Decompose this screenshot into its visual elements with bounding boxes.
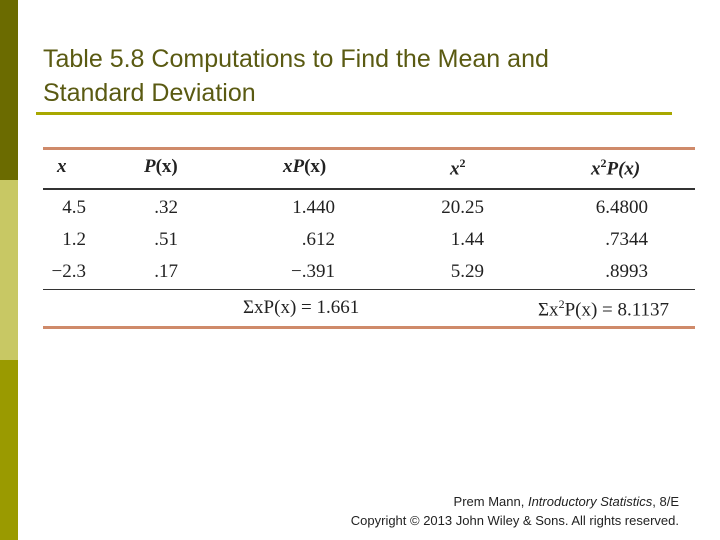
row-2-x: 1.2 <box>62 229 86 250</box>
computation-table: x P(x) xP(x) x2 x2P(x) 4.5 .32 1.440 20.… <box>43 147 695 330</box>
row-3-x-squared: 5.29 <box>450 261 484 282</box>
sum-xpx-label: ΣxP(x) = <box>243 297 317 318</box>
header-xpx: xP(x) <box>283 156 327 177</box>
row-1-px: .32 <box>154 197 178 218</box>
row-1-x-squared-px: 6.4800 <box>595 197 648 218</box>
sum-x-squared-px-value: 8.1137 <box>617 299 670 321</box>
footer-citation: Prem Mann, Introductory Statistics, 8/E <box>453 494 679 509</box>
table-bottom-rule <box>43 326 695 329</box>
row-2-px: .51 <box>154 229 178 250</box>
row-1-x-squared: 20.25 <box>441 197 484 218</box>
sum-xpx: ΣxP(x) = 1.661 <box>243 297 359 319</box>
table-sum-rule <box>43 289 695 290</box>
header-px: P(x) <box>144 156 178 177</box>
row-1-xpx: 1.440 <box>292 197 335 218</box>
header-x: x <box>57 156 67 177</box>
row-3-xpx: −.391 <box>291 261 335 282</box>
slide-title: Table 5.8 Computations to Find the Mean … <box>43 42 663 110</box>
sidebar-decoration <box>0 0 18 540</box>
sidebar-band-top <box>0 0 18 180</box>
row-3-px: .17 <box>154 261 178 282</box>
table-top-rule <box>43 147 695 150</box>
row-3-x-squared-px: .8993 <box>605 261 648 282</box>
row-2-x-squared-px: .7344 <box>605 229 648 250</box>
row-3-x: −2.3 <box>51 261 86 282</box>
sum-xpx-value: 1.661 <box>316 297 360 318</box>
sum-x-squared-px: Σx2P(x) = 8.1137 <box>538 297 670 321</box>
title-underline <box>36 112 672 115</box>
table-header-rule <box>43 188 695 190</box>
sidebar-band-bottom <box>0 360 18 540</box>
row-2-xpx: .612 <box>301 229 335 250</box>
slide-title-line-2: Standard Deviation <box>43 79 256 107</box>
footer-book-title: Introductory Statistics <box>527 494 653 509</box>
row-2-x-squared: 1.44 <box>450 229 484 250</box>
footer-copyright: Copyright © 2013 John Wiley & Sons. All … <box>350 513 679 528</box>
slide-footer: Prem Mann, Introductory Statistics, 8/E … <box>351 492 679 530</box>
header-x-squared-px: x2P(x) <box>591 156 641 180</box>
row-1-x: 4.5 <box>62 197 86 218</box>
header-x-squared: x2 <box>450 156 466 180</box>
slide-title-line-1: Table 5.8 Computations to Find the Mean … <box>43 45 549 73</box>
sidebar-band-middle <box>0 180 18 360</box>
